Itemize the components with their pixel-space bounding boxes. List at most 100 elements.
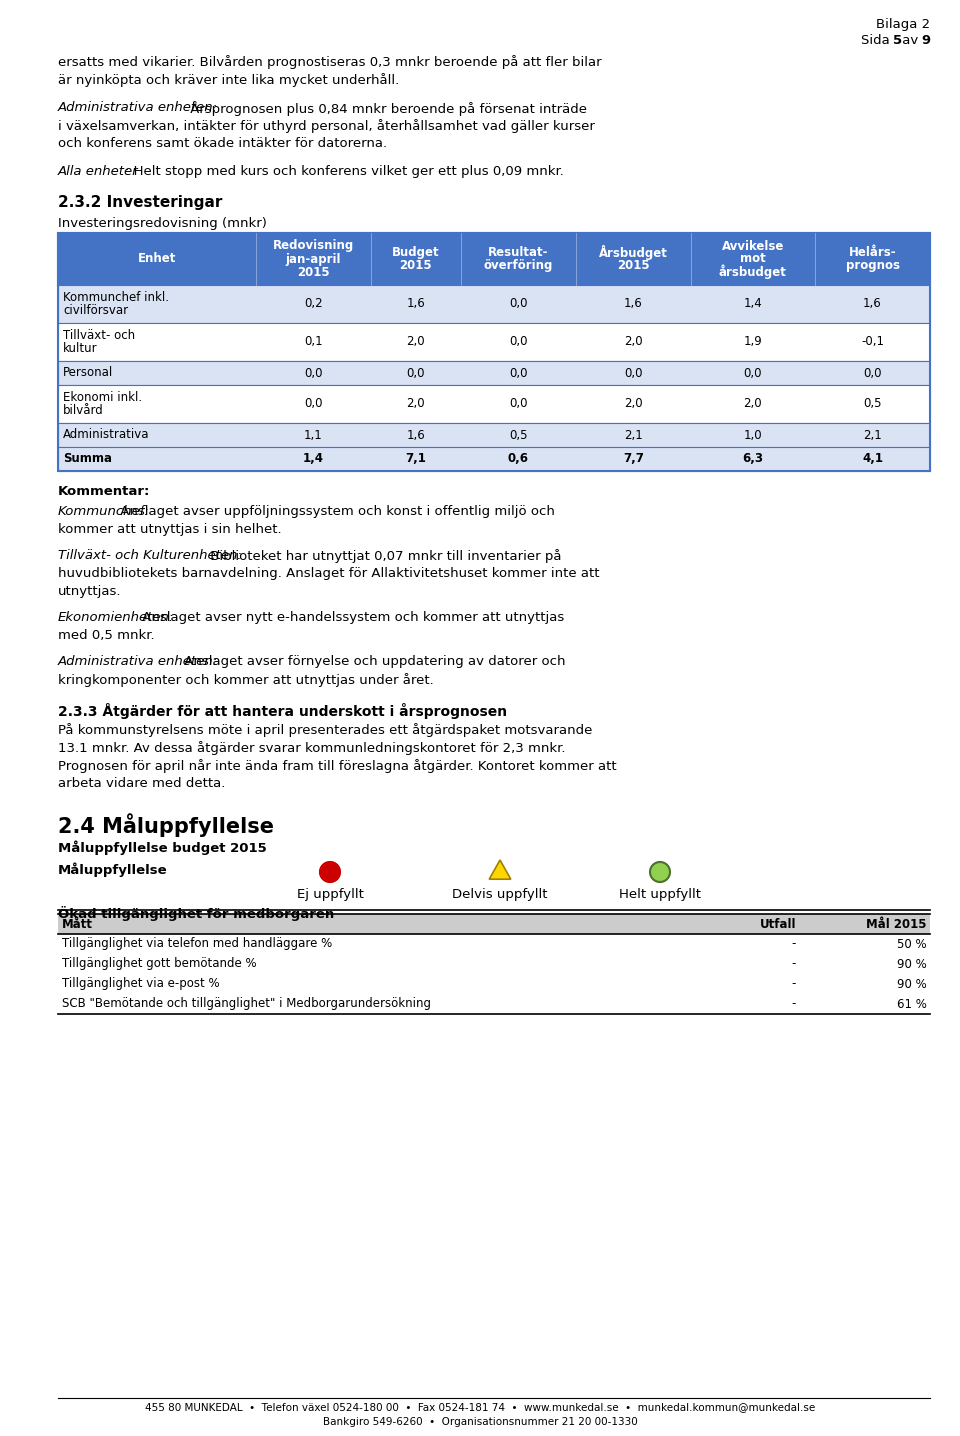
Text: -: - (792, 978, 796, 991)
Text: Bankgiro 549-6260  •  Organisationsnummer 21 20 00-1330: Bankgiro 549-6260 • Organisationsnummer … (323, 1417, 637, 1427)
Text: Personal: Personal (63, 366, 113, 379)
Text: : Helt stopp med kurs och konferens vilket ger ett plus 0,09 mnkr.: : Helt stopp med kurs och konferens vilk… (125, 165, 564, 178)
Bar (58, 447, 930, 471)
Text: arbeta vidare med detta.: arbeta vidare med detta. (58, 777, 226, 790)
Text: Resultat-: Resultat- (488, 246, 548, 258)
Text: Ej uppfyllt: Ej uppfyllt (297, 887, 364, 900)
Text: med 0,5 mnkr.: med 0,5 mnkr. (58, 629, 155, 642)
Text: Måluppfyllelse budget 2015: Måluppfyllelse budget 2015 (58, 840, 267, 854)
Text: 0,0: 0,0 (509, 366, 528, 379)
Text: Bilaga 2: Bilaga 2 (876, 19, 930, 32)
Text: 5: 5 (893, 34, 902, 47)
Text: Alla enheter: Alla enheter (58, 165, 138, 178)
Text: 2015: 2015 (297, 266, 329, 279)
Text: 0,0: 0,0 (863, 366, 882, 379)
Text: 50 %: 50 % (898, 938, 927, 951)
Text: 0,5: 0,5 (863, 398, 882, 411)
Text: 90 %: 90 % (898, 958, 927, 971)
Text: 0,5: 0,5 (509, 428, 528, 441)
Text: Ekonomienheten:: Ekonomienheten: (58, 610, 175, 625)
Text: och konferens samt ökade intäkter för datorerna.: och konferens samt ökade intäkter för da… (58, 136, 387, 149)
Bar (58, 323, 930, 360)
Bar (58, 323, 930, 360)
Text: Biblioteket har utnyttjat 0,07 mnkr till inventarier på: Biblioteket har utnyttjat 0,07 mnkr till… (206, 549, 562, 563)
Bar (58, 360, 930, 385)
Text: 1,4: 1,4 (744, 297, 762, 310)
Text: 1,6: 1,6 (863, 297, 882, 310)
Text: 9: 9 (921, 34, 930, 47)
Text: Helt uppfyllt: Helt uppfyllt (619, 887, 701, 900)
Text: Budget: Budget (392, 246, 440, 258)
Text: Prognosen för april når inte ända fram till föreslagna åtgärder. Kontoret kommer: Prognosen för april når inte ända fram t… (58, 760, 616, 773)
Bar (58, 360, 930, 385)
Text: 1,6: 1,6 (406, 428, 425, 441)
Text: 0,6: 0,6 (508, 452, 529, 465)
Text: SCB "Bemötande och tillgänglighet" i Medborgarundersökning: SCB "Bemötande och tillgänglighet" i Med… (62, 998, 431, 1011)
Text: 2,0: 2,0 (624, 336, 642, 349)
Text: 6,3: 6,3 (742, 452, 763, 465)
Bar (58, 424, 930, 447)
Bar (58, 424, 930, 447)
Text: -: - (792, 998, 796, 1011)
Text: Tillgänglighet via telefon med handläggare %: Tillgänglighet via telefon med handlägga… (62, 938, 332, 951)
Text: Tillgänglighet via e-post %: Tillgänglighet via e-post % (62, 978, 220, 991)
Text: Anslaget avser uppföljningssystem och konst i offentlig miljö och: Anslaget avser uppföljningssystem och ko… (116, 505, 555, 518)
Text: Administrativa: Administrativa (63, 428, 150, 441)
Text: På kommunstyrelsens möte i april presenterades ett åtgärdspaket motsvarande: På kommunstyrelsens möte i april present… (58, 722, 592, 737)
Text: -0,1: -0,1 (861, 336, 884, 349)
Text: Redovisning: Redovisning (273, 240, 354, 253)
Text: 1,6: 1,6 (406, 297, 425, 310)
Text: kommer att utnyttjas i sin helhet.: kommer att utnyttjas i sin helhet. (58, 523, 281, 536)
Text: 1,9: 1,9 (744, 336, 762, 349)
Text: 0,0: 0,0 (304, 398, 323, 411)
Text: 61 %: 61 % (898, 998, 927, 1011)
Text: 4,1: 4,1 (862, 452, 883, 465)
Text: Helårs-: Helårs- (849, 246, 897, 258)
Text: 0,0: 0,0 (744, 366, 762, 379)
Text: Måluppfyllelse: Måluppfyllelse (58, 862, 168, 876)
Text: av: av (898, 34, 922, 47)
Circle shape (320, 862, 340, 882)
Text: -: - (792, 958, 796, 971)
Text: 2015: 2015 (399, 258, 432, 271)
Text: 455 80 MUNKEDAL  •  Telefon växel 0524-180 00  •  Fax 0524-181 74  •  www.munked: 455 80 MUNKEDAL • Telefon växel 0524-180… (145, 1402, 815, 1412)
Text: 2,1: 2,1 (624, 428, 643, 441)
Text: är nyinköpta och kräver inte lika mycket underhåll.: är nyinköpta och kräver inte lika mycket… (58, 73, 399, 88)
Bar (58, 284, 930, 323)
Text: 0,2: 0,2 (304, 297, 323, 310)
Text: i växelsamverkan, intäkter för uthyrd personal, återhållsamhet vad gäller kurser: i växelsamverkan, intäkter för uthyrd pe… (58, 119, 595, 134)
Text: Ekonomi inkl.: Ekonomi inkl. (63, 391, 142, 404)
Text: Utfall: Utfall (759, 918, 796, 931)
Text: 2.3.2 Investeringar: 2.3.2 Investeringar (58, 195, 223, 210)
Text: 7,1: 7,1 (405, 452, 426, 465)
Text: kultur: kultur (63, 342, 98, 355)
Text: 90 %: 90 % (898, 978, 927, 991)
Text: huvudbibliotekets barnavdelning. Anslaget för Allaktivitetshuset kommer inte att: huvudbibliotekets barnavdelning. Anslage… (58, 567, 599, 580)
Text: 0,1: 0,1 (304, 336, 323, 349)
Bar (58, 284, 930, 323)
Text: utnyttjas.: utnyttjas. (58, 584, 122, 597)
Text: Avvikelse: Avvikelse (722, 240, 784, 253)
Text: 2,0: 2,0 (406, 336, 425, 349)
Bar (58, 447, 930, 471)
Text: Anslaget avser förnyelse och uppdatering av datorer och: Anslaget avser förnyelse och uppdatering… (180, 655, 565, 668)
Text: 7,7: 7,7 (623, 452, 644, 465)
Text: årsbudget: årsbudget (719, 264, 787, 279)
Bar (58, 913, 930, 933)
Text: 2,1: 2,1 (863, 428, 882, 441)
Text: Årsbudget: Årsbudget (599, 246, 668, 260)
Circle shape (650, 862, 670, 882)
Text: Ökad tillgänglighet för medborgaren: Ökad tillgänglighet för medborgaren (58, 906, 334, 920)
Text: Tillgänglighet gott bemötande %: Tillgänglighet gott bemötande % (62, 958, 256, 971)
Text: 2,0: 2,0 (406, 398, 425, 411)
Text: Sida: Sida (861, 34, 894, 47)
Text: 2.3.3 Åtgärder för att hantera underskott i årsprognosen: 2.3.3 Åtgärder för att hantera underskot… (58, 704, 507, 719)
Text: Kommentar:: Kommentar: (58, 485, 151, 498)
Text: 0,0: 0,0 (407, 366, 425, 379)
Bar (58, 385, 930, 424)
Text: 0,0: 0,0 (509, 398, 528, 411)
Text: Tillväxt- och Kulturenheten:: Tillväxt- och Kulturenheten: (58, 549, 242, 561)
Text: 2.4 Måluppfyllelse: 2.4 Måluppfyllelse (58, 813, 274, 837)
Text: 1,4: 1,4 (302, 452, 324, 465)
Text: Summa: Summa (63, 452, 112, 465)
